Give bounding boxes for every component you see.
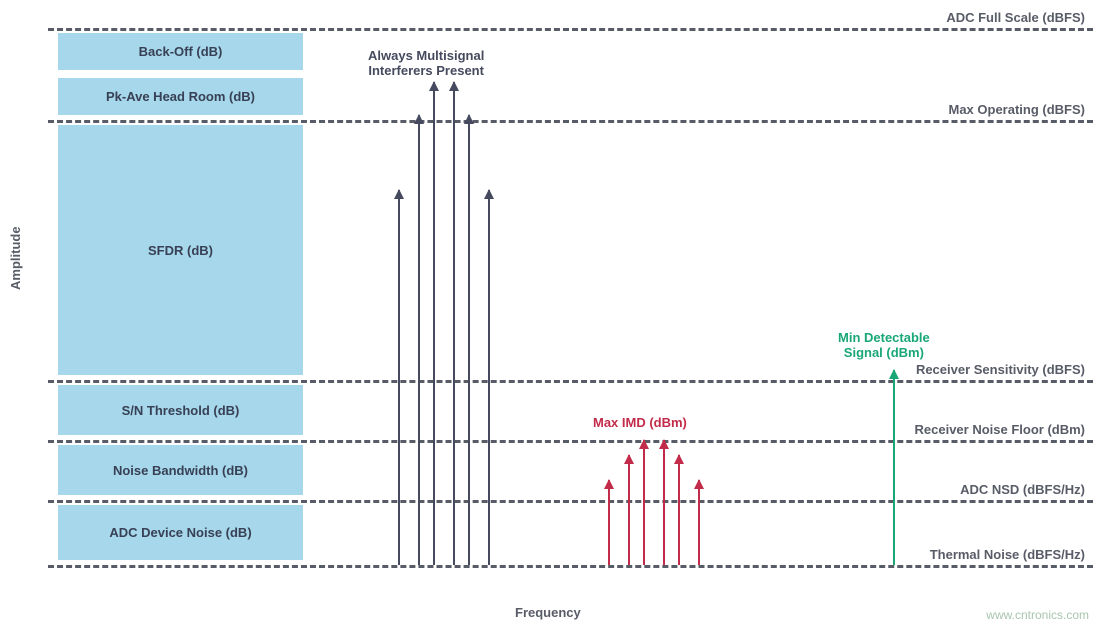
level-label-max_op: Max Operating (dBFS) xyxy=(944,102,1089,117)
diagram-area: ADC Full Scale (dBFS) Max Operating (dBFS… xyxy=(48,10,1093,600)
block-sn: S/N Threshold (dB) xyxy=(58,385,303,435)
imd-arrowhead-3 xyxy=(659,439,669,449)
level-label-rx_nf: Receiver Noise Floor (dBm) xyxy=(911,422,1090,437)
block-pk_ave: Pk-Ave Head Room (dB) xyxy=(58,78,303,115)
block-back_off: Back-Off (dB) xyxy=(58,33,303,70)
interferer-arrowhead-2 xyxy=(429,81,439,91)
interferer-arrow-1 xyxy=(418,115,420,565)
imd-arrowhead-2 xyxy=(639,439,649,449)
imd-arrow-3 xyxy=(663,440,665,565)
level-label-adc_nsd: ADC NSD (dBFS/Hz) xyxy=(956,482,1089,497)
interferer-arrowhead-1 xyxy=(414,114,424,124)
imd-arrowhead-0 xyxy=(604,479,614,489)
interferer-arrowhead-5 xyxy=(484,189,494,199)
level-label-full_scale: ADC Full Scale (dBFS) xyxy=(942,10,1089,25)
imd-arrowhead-4 xyxy=(674,454,684,464)
level-line-rx_nf xyxy=(48,440,1093,443)
annotation-max-imd: Max IMD (dBm) xyxy=(593,415,687,430)
interferer-arrow-3 xyxy=(453,82,455,565)
y-axis-label: Amplitude xyxy=(8,226,23,290)
annotation-interferers: Always MultisignalInterferers Present xyxy=(368,48,484,78)
interferer-arrow-2 xyxy=(433,82,435,565)
level-label-thermal: Thermal Noise (dBFS/Hz) xyxy=(926,547,1089,562)
level-line-adc_nsd xyxy=(48,500,1093,503)
imd-arrowhead-1 xyxy=(624,454,634,464)
imd-arrow-0 xyxy=(608,480,610,565)
watermark: www.cntronics.com xyxy=(986,608,1089,622)
level-line-thermal xyxy=(48,565,1093,568)
imd-arrow-1 xyxy=(628,455,630,565)
level-label-rx_sens: Receiver Sensitivity (dBFS) xyxy=(912,362,1089,377)
interferer-arrowhead-3 xyxy=(449,81,459,91)
imd-arrowhead-5 xyxy=(694,479,704,489)
min-detectable-arrowhead-0 xyxy=(889,369,899,379)
imd-arrow-5 xyxy=(698,480,700,565)
imd-arrow-4 xyxy=(678,455,680,565)
x-axis-label: Frequency xyxy=(515,605,581,620)
interferer-arrowhead-4 xyxy=(464,114,474,124)
block-devnoise: ADC Device Noise (dB) xyxy=(58,505,303,560)
level-line-rx_sens xyxy=(48,380,1093,383)
interferer-arrowhead-0 xyxy=(394,189,404,199)
imd-arrow-2 xyxy=(643,440,645,565)
block-nbw: Noise Bandwidth (dB) xyxy=(58,445,303,495)
min-detectable-arrow-0 xyxy=(893,370,895,565)
interferer-arrow-0 xyxy=(398,190,400,565)
block-sfdr: SFDR (dB) xyxy=(58,125,303,375)
level-line-max_op xyxy=(48,120,1093,123)
interferer-arrow-4 xyxy=(468,115,470,565)
annotation-min-detectable: Min DetectableSignal (dBm) xyxy=(838,330,930,360)
interferer-arrow-5 xyxy=(488,190,490,565)
level-line-full_scale xyxy=(48,28,1093,31)
